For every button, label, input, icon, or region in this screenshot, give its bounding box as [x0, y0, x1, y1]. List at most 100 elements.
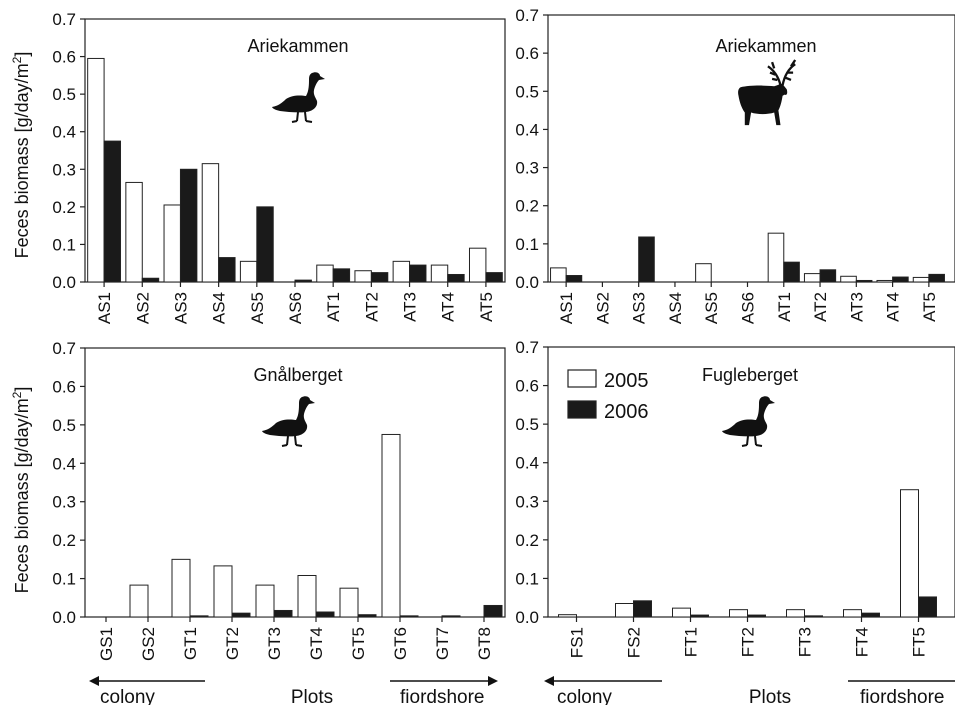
chart-panel-1: 0.0 0.1 0.2 0.3 0.4 0.5 0.6 0.7 Ariekammen AS1 AS2… [52, 10, 506, 324]
bar-2006-AT4 [447, 273, 465, 283]
y-tick-label: 0.2 [52, 531, 76, 550]
bar-2006-AT1 [332, 268, 351, 283]
plots-label-right: Plots [749, 687, 791, 705]
x-tick-label: AS3 [630, 292, 649, 324]
x-tick-label: GT1 [181, 627, 200, 660]
x-tick-label: AT5 [477, 292, 496, 322]
x-tick-label: AS3 [171, 292, 190, 324]
x-tick-label: AS5 [702, 292, 721, 324]
bar-2006-AT2 [819, 269, 837, 283]
bar-2006-AS6 [294, 279, 312, 283]
plot-frame [84, 347, 506, 618]
x-tick-label: FS2 [625, 627, 644, 658]
bar-2006-FT2 [747, 614, 766, 618]
chart-title: Gnålberget [253, 365, 342, 385]
bar-2005-AS3 [163, 204, 181, 283]
bar-2005-AS1 [550, 267, 567, 283]
ylabel-bottom: Feces biomass [g/day/m2] [10, 387, 32, 594]
bar-2005-GT3 [255, 584, 275, 618]
bar-2005-GS2 [129, 584, 149, 618]
y-tick-label: 0.7 [515, 6, 539, 25]
x-tick-label: AT3 [847, 292, 866, 322]
x-tick-label: GS1 [97, 627, 116, 661]
colony-label-left: colony [100, 687, 155, 705]
bar-2005-GT5 [339, 587, 359, 618]
x-tick-label: AS2 [593, 292, 612, 324]
ylabel-top-text: Feces biomass [g/day/m2] [10, 52, 32, 259]
y-tick-label: 0.2 [52, 198, 76, 217]
bar-2006-AT1 [783, 261, 800, 283]
bar-2005-GT6 [381, 433, 401, 618]
bar-2006-AS3 [179, 168, 198, 283]
x-tick-label: GT5 [349, 627, 368, 660]
x-tick-label: AT4 [884, 292, 903, 322]
y-tick-label: 0.0 [515, 608, 539, 627]
legend: 2005 2006 [567, 369, 649, 423]
chart-panel-4: 0.0 0.1 0.2 0.3 0.4 0.5 0.6 0.7 Fugleberget FS1 FS… [515, 338, 955, 658]
x-tick-label: FT5 [910, 627, 929, 657]
colony-label-right: colony [557, 687, 612, 705]
bar-2005-GT1 [171, 558, 191, 618]
chart-panel-3: 0.0 0.1 0.2 0.3 0.4 0.5 0.6 0.7 Gnålberget GS1 GS2… [52, 339, 506, 661]
bar-2006-AS5 [256, 206, 274, 283]
y-tick-label: 0.5 [515, 82, 539, 101]
bar-2006-AS1 [103, 140, 122, 283]
bar-2005-FS1 [558, 614, 577, 618]
bar-2006-AT5 [928, 273, 945, 283]
x-tick-label: AS1 [557, 292, 576, 324]
x-tick-label: GT3 [265, 627, 284, 660]
y-tick-label: 0.3 [515, 492, 539, 511]
bar-2005-AT1 [316, 264, 334, 283]
y-tick-label: 0.5 [52, 85, 76, 104]
bar-2005-AT5 [468, 247, 487, 283]
fiordshore-label-left: fiordshore [400, 687, 485, 705]
fiordshore-label-right: fiordshore [860, 687, 945, 705]
bar-2006-GT4 [315, 611, 335, 618]
bar-2005-FT1 [672, 607, 691, 618]
y-tick-label: 0.7 [515, 338, 539, 357]
y-tick-label: 0.2 [515, 197, 539, 216]
ylabel-bottom-text: Feces biomass [g/day/m2] [10, 387, 32, 594]
chart-panel-2: 0.0 0.1 0.2 0.3 0.4 0.5 0.6 0.7 Ariekammen AS1 AS2… [515, 6, 955, 324]
plot-frame [84, 18, 506, 283]
y-tick-label: 0.4 [52, 454, 76, 473]
bar-2006-GT3 [273, 609, 293, 618]
bar-2005-AT5 [912, 276, 930, 283]
y-tick-label: 0.1 [515, 569, 539, 588]
bar-2005-AT2 [803, 273, 821, 283]
x-tick-label: AT4 [439, 292, 458, 322]
x-tick-label: FT2 [739, 627, 758, 657]
x-tick-label: GT2 [223, 627, 242, 660]
bar-2006-GT8 [483, 604, 503, 618]
y-tick-label: 0.6 [515, 44, 539, 63]
goose-icon [721, 395, 776, 447]
ylabel-top: Feces biomass [g/day/m2] [10, 52, 32, 259]
bottom-annotation-right: colony Plots fiordshore [544, 676, 955, 705]
bar-2005-AT3 [392, 260, 411, 283]
x-tick-label: AT1 [775, 292, 794, 322]
x-tick-label: AS4 [210, 292, 229, 324]
x-tick-label: AT2 [362, 292, 381, 322]
x-tick-label: FS1 [568, 627, 587, 658]
x-tick-label: FT1 [682, 627, 701, 657]
bar-2005-AT4 [876, 279, 894, 283]
chart-title: Ariekammen [247, 36, 348, 56]
plot-frame [547, 14, 955, 283]
bottom-annotation-left: colony Plots fiordshore [89, 676, 498, 705]
bar-2006-FT1 [690, 614, 709, 618]
y-tick-label: 0.1 [52, 235, 76, 254]
y-tick-label: 0.0 [515, 273, 539, 292]
x-tick-label: GT7 [433, 627, 452, 660]
bar-2005-FT5 [900, 489, 919, 618]
bar-2005-AT1 [767, 232, 785, 283]
bar-2005-AS4 [201, 163, 220, 283]
x-tick-label: AS4 [666, 292, 685, 324]
y-tick-label: 0.4 [515, 454, 539, 473]
colony-arrowhead-left [89, 676, 99, 686]
bar-2005-AS5 [239, 260, 258, 283]
x-tick-label: AS6 [286, 292, 305, 324]
bar-2006-AT2 [370, 272, 389, 283]
y-tick-label: 0.7 [52, 10, 76, 29]
y-tick-label: 0.4 [52, 123, 76, 142]
